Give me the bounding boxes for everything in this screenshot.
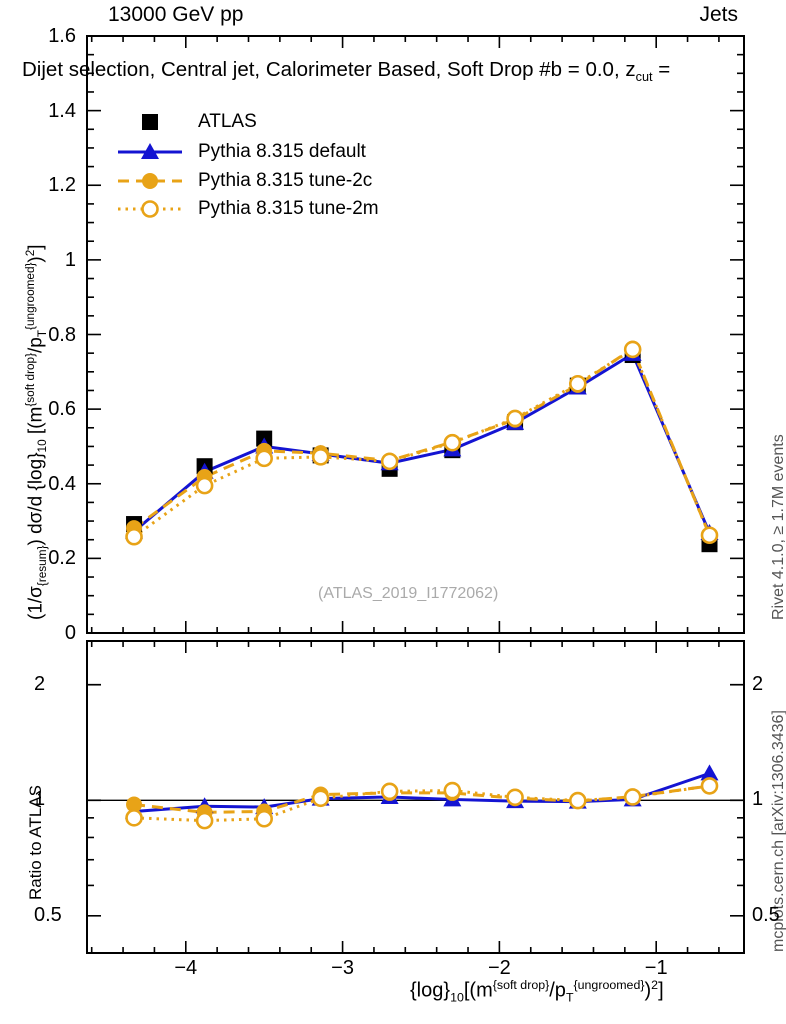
y-tick-label-main-7: 1.4 [48,99,76,122]
y-tick-label-main-2: 0.4 [48,472,76,495]
ratio-tick-label-left-2: 2 [34,672,46,695]
y-tick-label-main-0: 0 [64,622,76,644]
x-tick-label-2: −2 [487,957,511,979]
legend-item-label-1: Pythia 8.315 default [198,141,366,162]
data-point-marker [568,791,587,810]
header-energy-label: 13000 GeV pp [108,3,244,26]
data-point-marker [443,433,462,452]
plot-title-tail: = [652,58,671,81]
legend-item-label-3: Pythia 8.315 tune-2m [198,198,379,219]
data-point-marker [126,796,143,813]
data-point-marker [506,788,524,807]
legend-item-label-0: ATLAS [198,111,257,132]
ratio-tick-label-right-0: 0.5 [752,903,780,926]
y-tick-label-main-3: 0.6 [48,398,76,421]
data-point-marker [142,173,158,189]
main-panel-series [125,340,719,553]
series-line-ratio [133,771,710,813]
data-point-marker [568,374,587,393]
data-point-marker [255,809,273,828]
series-line [133,351,711,534]
main-panel-frame [86,35,745,634]
data-point-marker [443,781,462,800]
analysis-id-watermark: (ATLAS_2019_I1772062) [318,585,499,602]
data-point-marker [623,788,642,806]
data-point-marker [311,448,330,466]
data-point-marker [700,777,719,795]
data-point-marker [623,340,642,359]
ratio-tick-label-right-2: 2 [752,672,764,695]
data-point-marker [700,764,719,781]
ratio-panel-series [125,764,719,830]
ratio-panel-ticks [87,641,744,954]
legend-glyphs [118,114,182,218]
x-tick-label-3: −1 [644,957,668,979]
series-line-ratio [133,784,710,823]
main-panel-ticks [87,35,744,634]
plot-title-subscript: cut [635,69,653,85]
legend-item-label-2: Pythia 8.315 tune-2c [198,170,373,191]
data-point-marker [195,811,214,830]
ratio-panel-frame [86,640,745,954]
x-tick-label-1: −3 [331,957,354,979]
ratio-tick-label-right-1: 1 [752,788,764,811]
data-point-marker [700,526,719,545]
series-line-ratio [133,784,710,814]
data-point-marker [380,782,399,801]
y-tick-label-main-6: 1.2 [48,174,76,197]
x-axis-label: {log}10[(m{soft drop}/pT{ungroomed})2] [410,978,664,1005]
data-point-marker [311,789,330,808]
data-point-marker [141,143,159,159]
y-tick-label-main-4: 0.8 [48,323,76,346]
data-point-marker [142,114,158,130]
data-point-marker [506,409,524,428]
series-line [133,346,711,536]
series-line [133,347,711,538]
data-point-marker [380,452,399,471]
data-point-marker [195,476,214,495]
plot-title-text: Dijet selection, Central jet, Calorimete… [22,58,636,81]
ratio-tick-label-left-1: 1 [34,788,46,811]
data-point-marker [141,200,159,218]
ratio-tick-label-left-0: 0.5 [34,903,62,926]
data-point-marker [255,449,273,468]
x-tick-label-0: −4 [174,957,198,979]
y-tick-label-main-1: 0.2 [48,547,76,570]
data-point-marker [125,527,143,546]
page-title: Dijet selection, Central jet, Calorimete… [22,58,670,84]
y-tick-label-main-8: 1.6 [48,25,76,47]
y-tick-label-main-5: 1 [64,248,76,271]
data-point-marker [125,809,143,827]
header-category-label: Jets [699,3,738,26]
